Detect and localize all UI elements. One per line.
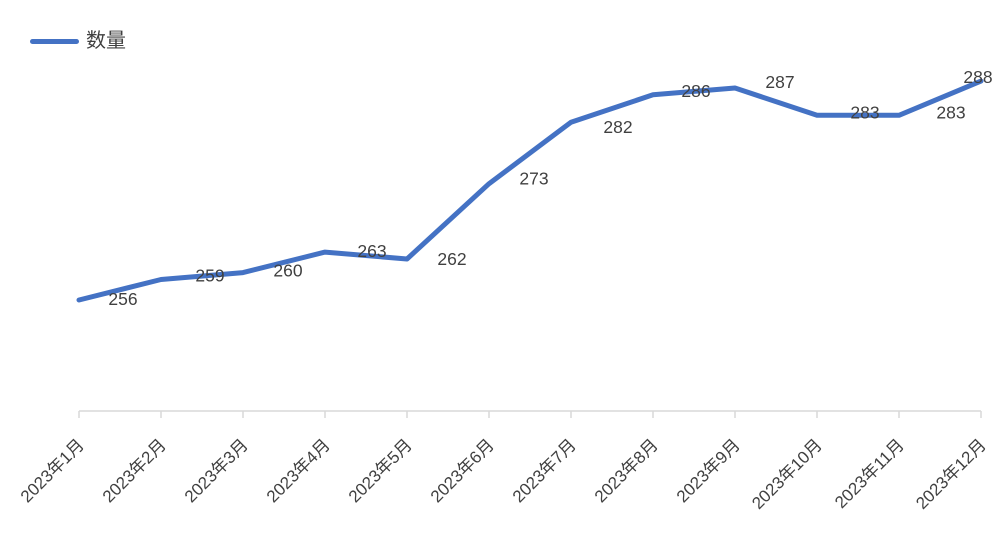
data-label: 283	[850, 102, 879, 122]
x-axis-label: 2023年2月	[99, 435, 170, 506]
legend-series-label: 数量	[86, 30, 126, 52]
x-axis-label: 2023年12月	[912, 435, 990, 513]
data-label: 263	[357, 241, 386, 261]
x-axis-label: 2023年8月	[591, 435, 662, 506]
data-label: 287	[765, 72, 794, 92]
x-axis-label: 2023年5月	[345, 435, 416, 506]
x-axis-label: 2023年10月	[748, 435, 826, 513]
x-axis-label: 2023年6月	[427, 435, 498, 506]
x-axis-label: 2023年4月	[263, 435, 334, 506]
data-label: 273	[519, 169, 548, 189]
legend[interactable]: 数量	[30, 31, 126, 51]
x-axis-label: 2023年1月	[17, 435, 88, 506]
data-label: 286	[681, 81, 710, 101]
x-axis-label: 2023年7月	[509, 435, 580, 506]
data-label: 283	[936, 102, 965, 122]
legend-line-swatch	[30, 38, 79, 44]
x-axis-label: 2023年11月	[831, 435, 908, 512]
data-label: 282	[603, 117, 632, 137]
x-axis-label: 2023年3月	[181, 435, 252, 506]
data-label: 260	[273, 261, 302, 281]
data-label: 262	[437, 249, 466, 269]
data-label: 288	[963, 67, 992, 87]
data-label: 256	[108, 289, 137, 309]
series-line	[76, 78, 984, 303]
data-label: 259	[195, 266, 224, 286]
x-axis-label: 2023年9月	[673, 435, 744, 506]
